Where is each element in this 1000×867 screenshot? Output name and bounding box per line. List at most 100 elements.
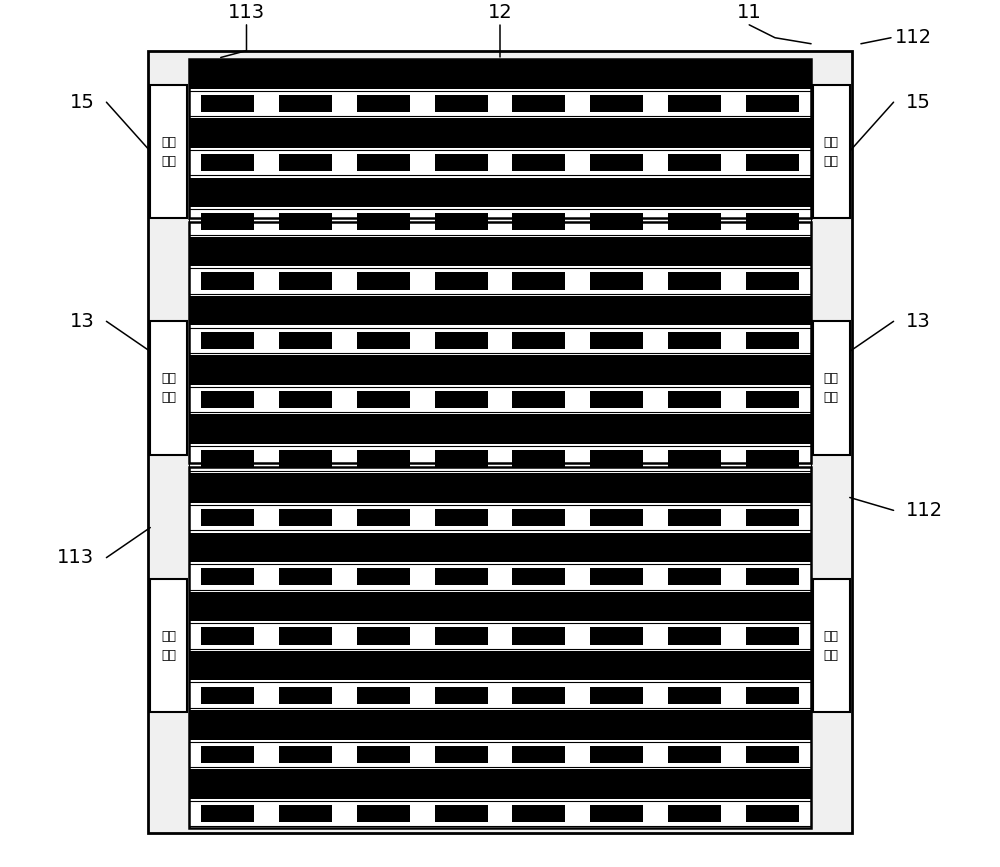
Bar (668, 123, 721, 143)
Bar (590, 714, 643, 735)
Bar (746, 391, 799, 408)
Bar (746, 360, 799, 380)
Bar (189, 237, 811, 266)
Bar (357, 272, 410, 290)
Bar (590, 154, 643, 172)
Bar (357, 360, 410, 380)
Bar (668, 213, 721, 231)
Bar (279, 360, 332, 380)
Bar (150, 322, 187, 454)
Bar (201, 596, 254, 616)
Bar (201, 478, 254, 499)
Bar (590, 774, 643, 794)
Bar (435, 478, 488, 499)
Bar (512, 568, 565, 585)
Bar (668, 450, 721, 467)
Bar (746, 774, 799, 794)
Bar (668, 419, 721, 439)
Bar (813, 85, 850, 218)
Bar (201, 301, 254, 321)
Bar (189, 328, 811, 353)
Bar (590, 568, 643, 585)
Bar (512, 182, 565, 202)
Bar (279, 301, 332, 321)
Bar (189, 91, 811, 116)
Bar (189, 801, 811, 826)
Bar (746, 805, 799, 822)
Bar (435, 746, 488, 763)
Bar (435, 450, 488, 467)
Bar (512, 332, 565, 349)
Bar (279, 478, 332, 499)
Text: 驱动
电路: 驱动 电路 (824, 135, 839, 167)
Bar (201, 123, 254, 143)
Bar (590, 655, 643, 675)
Bar (668, 687, 721, 704)
Bar (512, 154, 565, 172)
Bar (435, 628, 488, 645)
Bar (746, 301, 799, 321)
Bar (512, 95, 565, 112)
Bar (279, 538, 332, 557)
Bar (357, 509, 410, 526)
Bar (590, 332, 643, 349)
Bar (435, 596, 488, 616)
Bar (590, 182, 643, 202)
Bar (357, 628, 410, 645)
Bar (590, 805, 643, 822)
Bar (201, 628, 254, 645)
Bar (746, 714, 799, 735)
Bar (279, 95, 332, 112)
Bar (746, 628, 799, 645)
Bar (201, 95, 254, 112)
Bar (357, 332, 410, 349)
Bar (189, 209, 811, 235)
Bar (512, 123, 565, 143)
Bar (668, 154, 721, 172)
Bar (357, 391, 410, 408)
Bar (435, 655, 488, 675)
Bar (590, 123, 643, 143)
Bar (435, 774, 488, 794)
Bar (590, 538, 643, 557)
Bar (512, 774, 565, 794)
Bar (435, 332, 488, 349)
Bar (668, 655, 721, 675)
Bar (279, 805, 332, 822)
Bar (668, 509, 721, 526)
Bar (279, 774, 332, 794)
Bar (668, 332, 721, 349)
Bar (668, 478, 721, 499)
Bar (435, 805, 488, 822)
Bar (357, 774, 410, 794)
Bar (357, 714, 410, 735)
Bar (746, 596, 799, 616)
Text: 15: 15 (906, 93, 930, 112)
Bar (512, 301, 565, 321)
Bar (279, 213, 332, 231)
Text: 13: 13 (70, 312, 94, 331)
Bar (435, 241, 488, 262)
Bar (201, 391, 254, 408)
Bar (590, 687, 643, 704)
Bar (201, 746, 254, 763)
Text: 112: 112 (895, 29, 932, 47)
Bar (668, 182, 721, 202)
Text: 15: 15 (70, 93, 94, 112)
Bar (201, 538, 254, 557)
Text: 驱动
电路: 驱动 电路 (161, 372, 176, 404)
Bar (435, 538, 488, 557)
Bar (279, 450, 332, 467)
Bar (189, 564, 811, 590)
Bar (279, 687, 332, 704)
Bar (512, 596, 565, 616)
Bar (189, 446, 811, 472)
Bar (746, 568, 799, 585)
Bar (357, 478, 410, 499)
Bar (512, 64, 565, 84)
Bar (435, 64, 488, 84)
Bar (279, 123, 332, 143)
Bar (201, 272, 254, 290)
Bar (668, 272, 721, 290)
Bar (746, 213, 799, 231)
